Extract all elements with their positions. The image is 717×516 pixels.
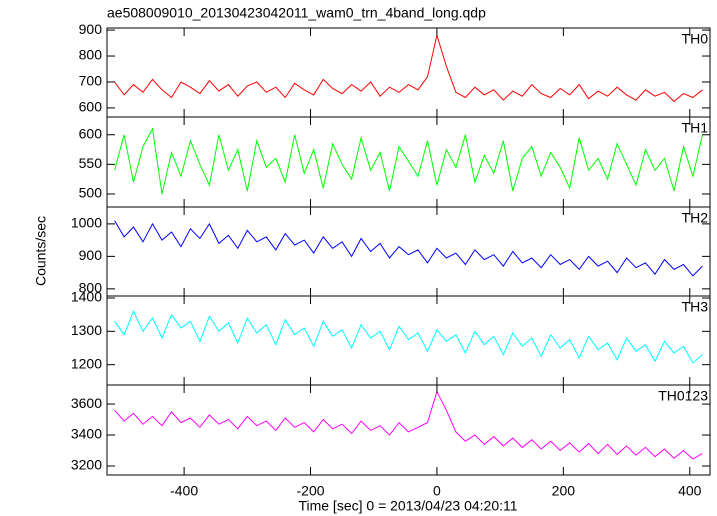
y-tick-label: 900 (79, 21, 103, 37)
panel-frame (106, 206, 711, 297)
y-tick-label: 550 (79, 155, 103, 171)
light-curve (114, 310, 703, 364)
y-axis-label: Counts/sec (33, 216, 49, 286)
x-tick-label: 0 (433, 483, 441, 499)
y-tick-label: 800 (79, 47, 103, 63)
x-tick-label: -400 (170, 483, 198, 499)
light-curve (114, 127, 703, 195)
panel-label: TH1 (682, 120, 709, 136)
y-tick-label: 600 (79, 99, 103, 115)
x-axis-label: Time [sec] 0 = 2013/04/23 04:20:11 (298, 498, 517, 514)
y-tick-label: 1200 (71, 355, 102, 371)
y-tick-label: 900 (79, 247, 103, 263)
light-curve (114, 390, 703, 460)
light-curve (114, 220, 703, 277)
y-tick-label: 500 (79, 185, 103, 201)
y-tick-label: 1000 (71, 215, 102, 231)
x-tick-label: -200 (297, 483, 325, 499)
chart-title: ae508009010_20130423042011_wam0_trn_4ban… (107, 5, 486, 21)
panel-label: TH0123 (658, 388, 708, 404)
light-curve (114, 33, 703, 103)
panel-label: TH2 (682, 210, 709, 226)
y-tick-label: 3400 (71, 426, 102, 442)
panel-frame (106, 384, 711, 476)
y-tick-label: 3600 (71, 395, 102, 411)
panel-frame (106, 295, 711, 386)
x-tick-label: 200 (552, 483, 576, 499)
y-tick-label: 800 (79, 280, 103, 296)
y-tick-label: 700 (79, 73, 103, 89)
panel-label: TH3 (682, 299, 709, 315)
panel-frame (106, 27, 711, 118)
y-tick-label: 600 (79, 125, 103, 141)
y-tick-label: 1400 (71, 289, 102, 305)
panel-label: TH0 (682, 31, 709, 47)
y-tick-label: 1300 (71, 322, 102, 338)
x-tick-label: 400 (678, 483, 702, 499)
y-tick-label: 3200 (71, 457, 102, 473)
